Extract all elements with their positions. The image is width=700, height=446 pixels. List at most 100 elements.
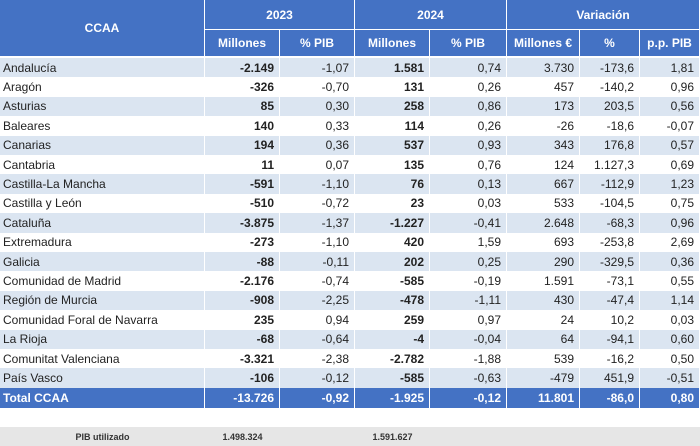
group-header: Variación — [507, 0, 700, 30]
cell: -173,6 — [580, 58, 640, 78]
cell: -0,07 — [640, 116, 700, 136]
column-header: % PIB — [280, 30, 355, 57]
cell: -2,38 — [280, 349, 355, 369]
cell: -140,2 — [580, 77, 640, 97]
column-header: Millones — [205, 30, 280, 57]
footer-value: 1.498.324 — [222, 431, 263, 442]
cell: -478 — [355, 290, 430, 311]
cell: -0,63 — [430, 368, 507, 388]
cell: 0,86 — [430, 96, 507, 117]
cell: -4 — [355, 329, 430, 349]
cell: 451,9 — [580, 368, 640, 388]
cell: -1,07 — [280, 58, 355, 78]
cell: 533 — [507, 193, 580, 214]
cell: 0,60 — [640, 329, 700, 349]
cell: 0,33 — [280, 116, 355, 136]
total-cell: -13.726 — [205, 387, 280, 409]
cell: -104,5 — [580, 193, 640, 214]
cell: 343 — [507, 135, 580, 155]
cell: -0,04 — [430, 329, 507, 349]
row-label: Andalucía — [0, 58, 205, 78]
cell: -253,8 — [580, 232, 640, 252]
cell: -26 — [507, 116, 580, 136]
cell: 1.127,3 — [580, 155, 640, 175]
group-header: 2023 — [205, 0, 355, 30]
cell: -2.176 — [205, 271, 280, 291]
cell: -1,37 — [280, 213, 355, 233]
row-label: Comunidad Foral de Navarra — [0, 310, 205, 330]
cell: 539 — [507, 349, 580, 369]
cell: -0,51 — [640, 368, 700, 388]
column-header: Millones — [355, 30, 430, 57]
row-label: Canarias — [0, 135, 205, 155]
cell: -94,1 — [580, 329, 640, 349]
footer-label: PIB utilizado — [75, 431, 130, 442]
row-label: Castilla y León — [0, 193, 205, 214]
cell: 0,07 — [280, 155, 355, 175]
cell: 0,25 — [430, 252, 507, 272]
cell: -1,10 — [280, 174, 355, 194]
cell: 0,57 — [640, 135, 700, 155]
cell: -0,64 — [280, 329, 355, 349]
cell: 114 — [355, 116, 430, 136]
cell: 0,96 — [640, 213, 700, 233]
total-cell: -0,92 — [280, 387, 355, 409]
group-header: 2024 — [355, 0, 507, 30]
cell: 0,94 — [280, 310, 355, 330]
cell: 124 — [507, 155, 580, 175]
cell: -1,10 — [280, 232, 355, 252]
cell: 0,75 — [640, 193, 700, 214]
cell: 140 — [205, 116, 280, 136]
cell: -0,41 — [430, 213, 507, 233]
cell: 1,81 — [640, 58, 700, 78]
cell: -73,1 — [580, 271, 640, 291]
cell: 0,13 — [430, 174, 507, 194]
cell: 1,59 — [430, 232, 507, 252]
cell: -47,4 — [580, 290, 640, 311]
cell: -510 — [205, 193, 280, 214]
cell: 203,5 — [580, 96, 640, 117]
cell: -68 — [205, 329, 280, 349]
row-label: Castilla-La Mancha — [0, 174, 205, 194]
cell: -68,3 — [580, 213, 640, 233]
cell: 2,69 — [640, 232, 700, 252]
cell: 420 — [355, 232, 430, 252]
cell: 0,93 — [430, 135, 507, 155]
cell: 23 — [355, 193, 430, 214]
row-label: Cantabria — [0, 155, 205, 175]
cell: 24 — [507, 310, 580, 330]
cell: 0,97 — [430, 310, 507, 330]
cell: -88 — [205, 252, 280, 272]
row-label: Baleares — [0, 116, 205, 136]
column-header: Millones € — [507, 30, 580, 57]
cell: 135 — [355, 155, 430, 175]
cell: 290 — [507, 252, 580, 272]
cell: 10,2 — [580, 310, 640, 330]
cell: -591 — [205, 174, 280, 194]
cell: -106 — [205, 368, 280, 388]
row-label: Asturias — [0, 96, 205, 117]
row-label: Extremadura — [0, 232, 205, 252]
cell: -1,88 — [430, 349, 507, 369]
cell: 2.648 — [507, 213, 580, 233]
cell: -329,5 — [580, 252, 640, 272]
total-cell: -0,12 — [430, 387, 507, 409]
footer-band — [0, 427, 700, 446]
cell: 194 — [205, 135, 280, 155]
column-header: % PIB — [430, 30, 507, 57]
cell: 0,36 — [280, 135, 355, 155]
cell: 202 — [355, 252, 430, 272]
cell: 457 — [507, 77, 580, 97]
cell: 173 — [507, 96, 580, 117]
cell: -908 — [205, 290, 280, 311]
total-cell: -86,0 — [580, 387, 640, 409]
cell: -2,25 — [280, 290, 355, 311]
cell: 0,56 — [640, 96, 700, 117]
cell: -326 — [205, 77, 280, 97]
cell: -2.782 — [355, 349, 430, 369]
cell: 0,26 — [430, 77, 507, 97]
cell: 76 — [355, 174, 430, 194]
total-label: Total CCAA — [0, 387, 205, 409]
cell: 258 — [355, 96, 430, 117]
